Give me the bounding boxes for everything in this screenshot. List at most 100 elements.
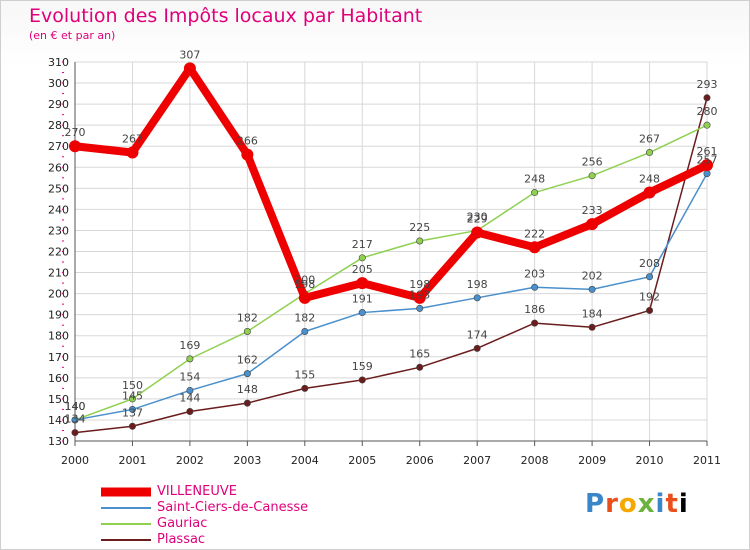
data-label-saint-ciers-de-canesse-2003: 162 <box>237 354 258 367</box>
point-plassac-2002 <box>186 408 194 416</box>
data-label-plassac-2008: 186 <box>524 303 545 316</box>
data-label-plassac-2011: 293 <box>697 78 718 91</box>
data-label-saint-ciers-de-canesse-2009: 202 <box>582 269 603 282</box>
legend-item-plassac: Plassac <box>99 532 308 548</box>
point-plassac-2001 <box>128 422 136 430</box>
point-villeneuve-2008 <box>528 241 541 254</box>
legend-item-gauriac: Gauriac <box>99 516 308 532</box>
point-saint-ciers-de-canesse-2010 <box>646 273 654 281</box>
legend-label-gauriac: Gauriac <box>157 516 208 531</box>
data-label-saint-ciers-de-canesse-2000: 140 <box>65 400 86 413</box>
data-label-saint-ciers-de-canesse-2004: 182 <box>294 312 315 325</box>
x-tick-label-2010: 2010 <box>636 454 664 467</box>
y-tick-label-160: 160 <box>48 372 69 385</box>
point-villeneuve-2007 <box>471 226 484 239</box>
point-gauriac-2008 <box>531 189 539 197</box>
y-tick-label-290: 290 <box>48 98 69 111</box>
data-label-villeneuve-2010: 248 <box>639 173 660 186</box>
data-label-villeneuve-2004: 198 <box>294 278 315 291</box>
series-line-plassac <box>74 97 708 434</box>
y-tick-label-250: 250 <box>48 182 69 195</box>
point-villeneuve-2000 <box>69 140 81 153</box>
y-tick-label-280: 280 <box>48 119 69 132</box>
point-gauriac-2001 <box>128 395 136 403</box>
point-saint-ciers-de-canesse-2004 <box>301 328 309 336</box>
point-saint-ciers-de-canesse-2009 <box>588 285 596 293</box>
point-villeneuve-2003 <box>241 148 254 161</box>
data-label-gauriac-2011: 280 <box>697 105 718 118</box>
data-label-gauriac-2000: 140 <box>65 400 86 413</box>
point-saint-ciers-de-canesse-2008 <box>531 283 539 291</box>
data-label-plassac-2006: 165 <box>409 347 430 360</box>
data-label-saint-ciers-de-canesse-2001: 145 <box>122 389 143 402</box>
data-label-plassac-2001: 137 <box>122 406 143 419</box>
series-line-saint-ciers-de-canesse <box>74 172 708 421</box>
data-label-gauriac-2010: 267 <box>639 133 660 146</box>
y-tick-label-210: 210 <box>48 267 69 280</box>
point-saint-ciers-de-canesse-2006 <box>416 304 424 312</box>
data-label-plassac-2004: 155 <box>294 368 315 381</box>
x-tick-label-2001: 2001 <box>118 454 146 467</box>
point-plassac-2004 <box>301 384 309 392</box>
data-label-gauriac-2004: 200 <box>294 274 315 287</box>
point-plassac-2010 <box>646 306 654 314</box>
y-tick-label-150: 150 <box>48 393 69 406</box>
point-gauriac-2003 <box>243 328 251 336</box>
data-label-gauriac-2006: 225 <box>409 221 430 234</box>
data-label-plassac-2009: 184 <box>582 307 603 320</box>
point-plassac-2008 <box>531 319 539 327</box>
point-plassac-2005 <box>358 376 366 384</box>
data-label-saint-ciers-de-canesse-2007: 198 <box>467 278 488 291</box>
point-plassac-2000 <box>71 429 79 437</box>
y-tick-label-190: 190 <box>48 309 69 322</box>
legend-swatch-gauriac <box>101 523 151 525</box>
data-label-plassac-2000: 134 <box>65 413 86 426</box>
data-label-villeneuve-2006: 198 <box>409 278 430 291</box>
y-tick-label-300: 300 <box>48 77 69 90</box>
point-plassac-2006 <box>416 363 424 371</box>
chart-subtitle: (en € et par an) <box>29 29 116 42</box>
point-villeneuve-2006 <box>413 291 426 304</box>
grid-layer <box>74 61 708 442</box>
point-villeneuve-2001 <box>126 146 139 159</box>
series-layer <box>69 62 713 437</box>
data-label-villeneuve-2002: 307 <box>179 48 200 61</box>
series-line-villeneuve <box>71 64 711 302</box>
data-label-villeneuve-2008: 222 <box>524 227 545 240</box>
point-saint-ciers-de-canesse-2003 <box>243 370 251 378</box>
data-label-saint-ciers-de-canesse-2011: 257 <box>697 154 718 167</box>
data-label-plassac-2005: 159 <box>352 360 373 373</box>
point-saint-ciers-de-canesse-2011 <box>703 170 711 178</box>
legend-swatch-plassac <box>101 539 151 541</box>
data-label-layer: 134 137 144 148 155 159 165 174 186 184 192 293 140 1… <box>65 48 718 425</box>
y-tick-label-270: 270 <box>48 140 69 153</box>
data-label-villeneuve-2001: 267 <box>122 133 143 146</box>
y-tick-label-200: 200 <box>48 288 69 301</box>
data-label-villeneuve-2007: 229 <box>467 213 488 226</box>
legend-swatch-villeneuve <box>101 487 151 497</box>
y-tick-label-140: 140 <box>48 414 69 427</box>
point-villeneuve-2002 <box>183 62 196 75</box>
legend-swatch-saint-ciers <box>101 507 151 509</box>
legend-label-plassac: Plassac <box>157 532 206 547</box>
point-villeneuve-2009 <box>586 218 599 231</box>
point-gauriac-2010 <box>646 149 654 157</box>
data-label-gauriac-2002: 169 <box>179 339 200 352</box>
y-tick-label-130: 130 <box>48 435 69 448</box>
point-plassac-2003 <box>243 399 251 407</box>
x-tick-label-2007: 2007 <box>463 454 491 467</box>
data-label-saint-ciers-de-canesse-2005: 191 <box>352 293 373 306</box>
x-tick-label-2005: 2005 <box>348 454 376 467</box>
data-label-villeneuve-2011: 261 <box>697 145 718 158</box>
data-label-villeneuve-2005: 205 <box>352 263 373 276</box>
proxiti-logo: Proxiti <box>585 489 689 519</box>
legend: VILLENEUVE Saint-Ciers-de-Canesse Gauria… <box>99 484 308 548</box>
point-gauriac-2002 <box>186 355 194 363</box>
point-gauriac-2006 <box>416 237 424 245</box>
x-tick-label-2004: 2004 <box>291 454 319 467</box>
point-saint-ciers-de-canesse-2002 <box>186 386 194 394</box>
data-label-saint-ciers-de-canesse-2008: 203 <box>524 267 545 280</box>
y-tick-label-240: 240 <box>48 203 69 216</box>
data-label-saint-ciers-de-canesse-2002: 154 <box>179 370 200 383</box>
